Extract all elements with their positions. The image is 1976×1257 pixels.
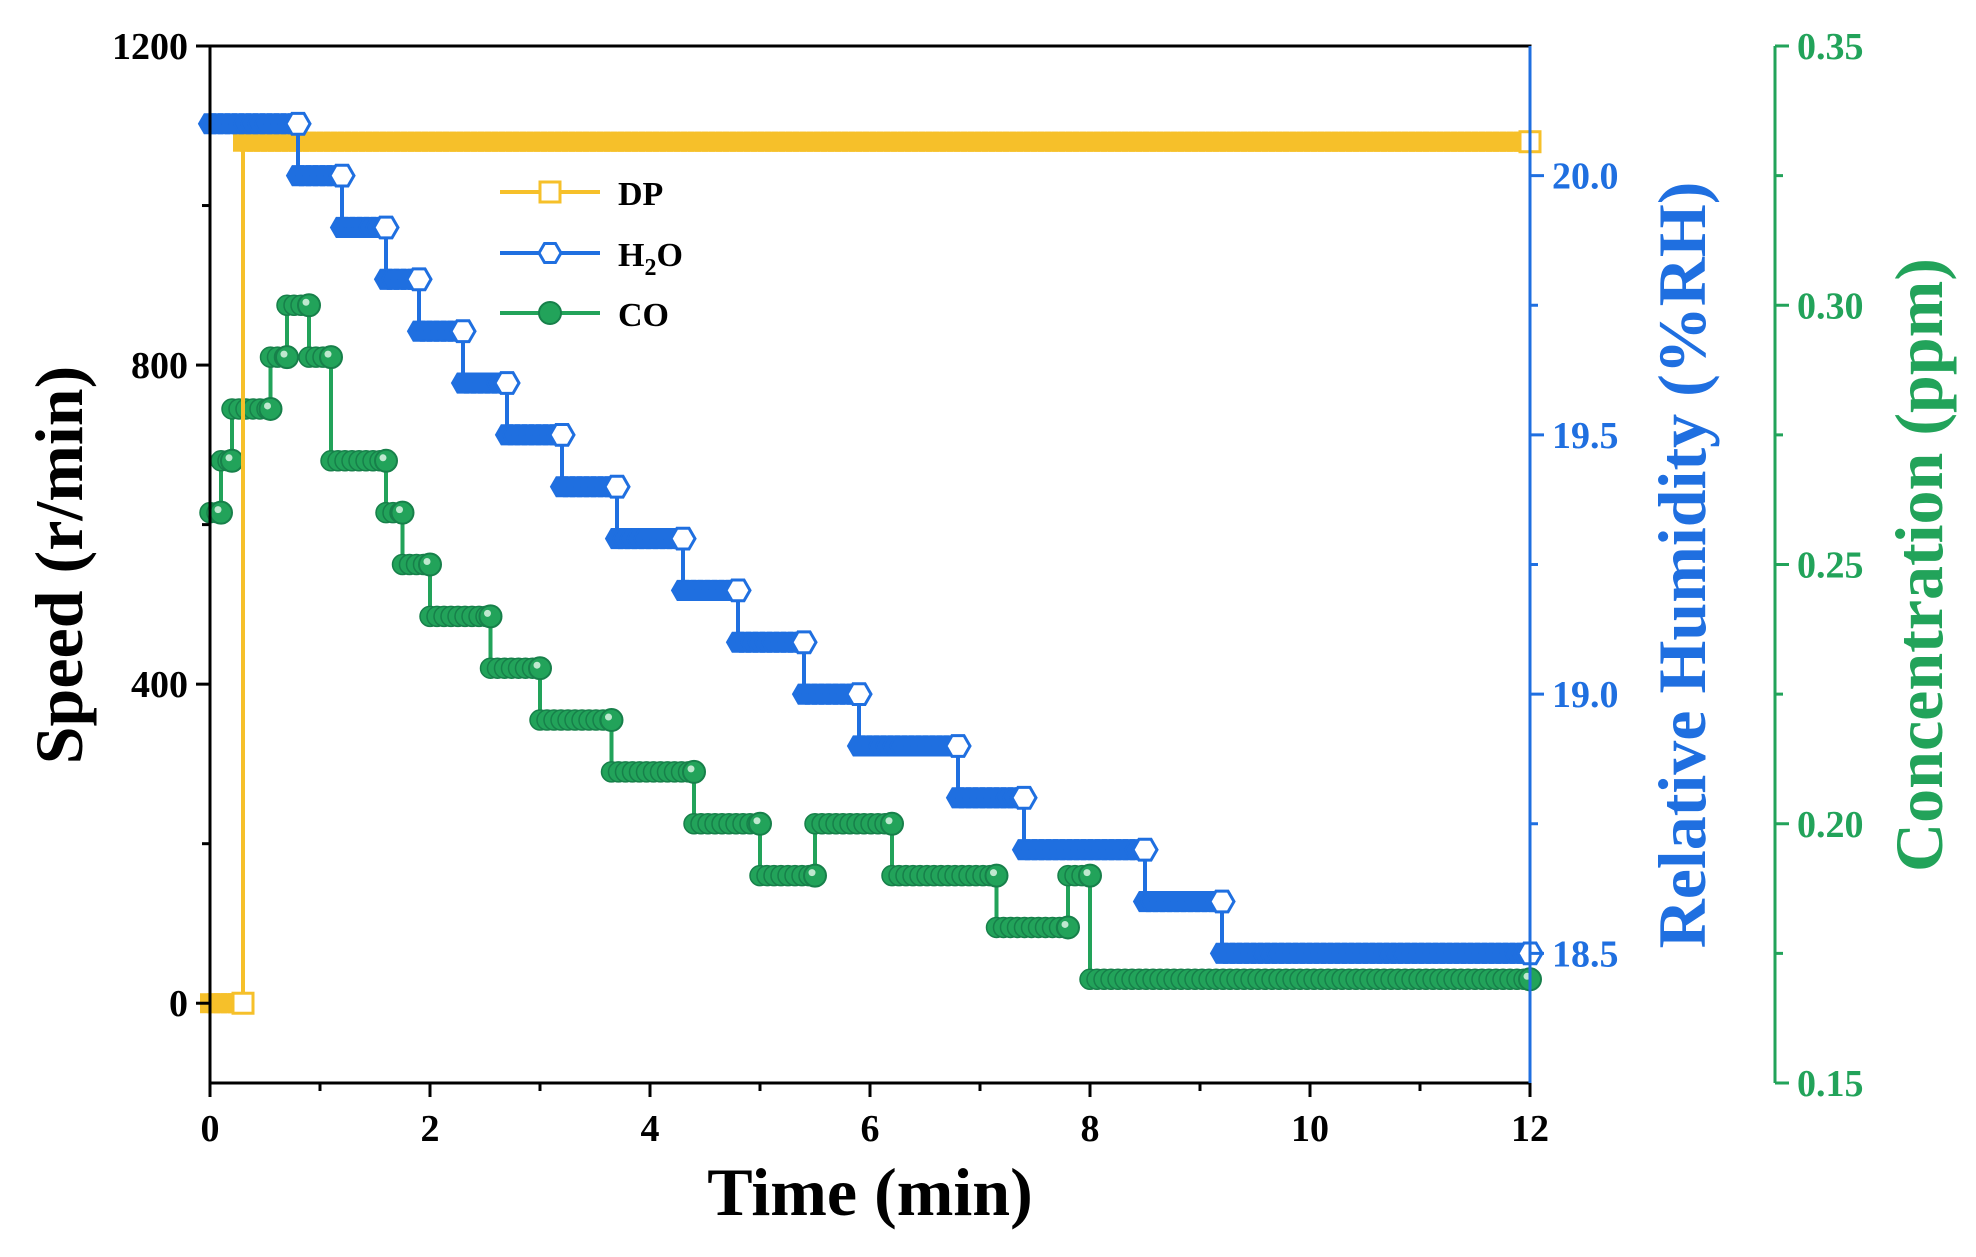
marker-dp-end [231,991,255,1015]
marker-co-end [599,708,624,733]
marker-h2o-end [1010,785,1038,810]
marker-h2o-end [669,526,697,551]
marker-co-highlight [423,558,431,565]
marker-h2o-end [449,319,477,344]
marker-h2o-end [328,163,356,188]
marker-co-highlight [302,298,310,306]
series-h2o [197,111,1544,966]
left-tick-label-3: 1200 [112,26,188,68]
marker-h2o-end [405,267,433,292]
marker-co-highlight [396,506,403,514]
marker-co-end [748,811,772,836]
marker-h2o-end [372,215,400,240]
y-axis-title-speed: Speed (r/min) [21,366,97,765]
concentration-tick-label-1: 0.20 [1797,804,1864,846]
marker-co-end [390,500,415,525]
marker-co-highlight [1083,869,1091,877]
left-tick-label-1: 400 [131,664,188,706]
marker-co-end [478,604,503,629]
x-tick-label-3: 6 [861,1108,880,1150]
concentration-tick-label-3: 0.30 [1797,285,1864,327]
legend-entry-co: CO [500,297,669,334]
marker-co-highlight [280,350,288,358]
marker-co-end [682,759,706,784]
left-tick-label-0: 0 [169,983,188,1025]
marker-co-highlight [484,609,491,617]
x-tick-label-1: 2 [421,1108,440,1150]
series-dp [200,130,1542,1015]
marker-co-highlight [324,350,332,358]
marker-h2o-end [944,734,972,758]
concentration-tick-label-4: 0.35 [1797,26,1864,68]
legend-label-h2o: H2O [618,237,683,281]
left-tick-label-2: 800 [131,345,188,387]
marker-h2o-end [845,682,873,706]
marker-co-end [1056,915,1080,940]
series-co [199,293,1542,992]
marker-co-end [418,552,442,577]
series-layer [197,111,1544,1015]
marker-co-highlight [264,402,271,410]
marker-co-end [1078,863,1102,888]
marker-co-end [880,811,904,836]
marker-co-end [528,656,552,681]
marker-co-highlight [605,713,612,721]
marker-co-end [275,345,299,370]
humidity-tick-label-3: 20.0 [1552,156,1619,198]
marker-co-highlight [885,817,893,825]
x-tick-label-4: 8 [1081,1108,1100,1150]
x-tick-label-6: 12 [1511,1108,1549,1150]
humidity-tick-label-0: 18.5 [1552,933,1619,975]
marker-co-highlight [225,454,233,462]
humidity-tick-label-2: 19.5 [1552,415,1619,457]
x-tick-label-0: 0 [201,1108,220,1150]
marker-co-highlight [379,454,387,462]
x-axis-title: Time (min) [707,1154,1033,1230]
legend-label-co: CO [618,297,669,334]
marker-co-end [209,500,233,525]
marker-h2o-end [724,578,752,603]
x-tick-label-2: 4 [641,1108,660,1150]
marker-co-highlight [1061,920,1069,928]
marker-co-highlight [214,506,222,514]
legend-marker-h2o [537,242,563,264]
legend: DP H2O CO [500,176,683,334]
marker-co-highlight [808,869,816,877]
humidity-tick-label-1: 19.0 [1552,674,1619,716]
y-axis-title-concentration: Concentration (ppm) [1881,258,1957,872]
marker-h2o-end [493,371,521,395]
x-tick-label-5: 10 [1291,1108,1329,1150]
marker-h2o-end [603,474,631,499]
marker-co-highlight [533,661,541,669]
marker-co-end [319,345,343,370]
marker-co-end [258,396,283,421]
concentration-tick-label-2: 0.25 [1797,545,1864,587]
legend-marker-dp [538,180,562,204]
legend-marker-co [538,301,562,325]
y-axis-title-humidity: Relative Humidity (%RH) [1644,182,1720,949]
marker-co-highlight [687,765,695,773]
tick-layer: 0 2 4 6 8 10 12 0 400 800 1200 18.5 19.0 19.5 20.0 0.15… [112,26,1864,1150]
marker-h2o-end [548,423,576,447]
marker-co-end [984,863,1009,888]
series-line-co [210,303,1530,982]
legend-label-dp: DP [618,176,663,213]
marker-h2o-end [1131,837,1159,862]
marker-h2o-end [284,111,312,136]
marker-co-end [374,448,398,473]
marker-co-highlight [753,817,761,825]
concentration-tick-label-0: 0.15 [1797,1063,1864,1105]
marker-h2o-end [1208,889,1236,914]
marker-h2o-end [790,630,818,655]
legend-entry-dp: DP [500,176,663,213]
marker-co-end [803,863,827,888]
marker-co-end [297,293,321,318]
marker-co-highlight [990,869,997,877]
marker-co-end [220,448,244,473]
legend-entry-h2o: H2O [500,237,683,281]
